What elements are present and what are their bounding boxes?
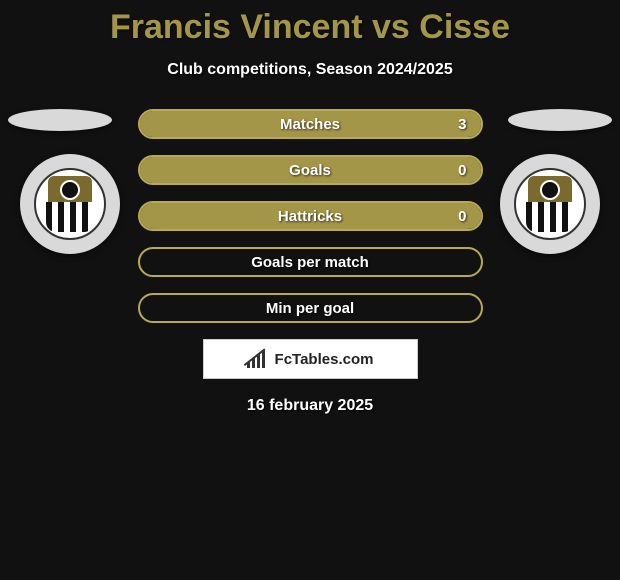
player-left-badge — [20, 154, 120, 254]
player-left-ellipse — [8, 109, 112, 131]
club-crest-icon — [34, 168, 106, 240]
stat-label: Min per goal — [266, 300, 354, 317]
stat-label: Hattricks — [278, 208, 342, 225]
stat-value: 3 — [458, 116, 466, 133]
stat-label: Goals — [289, 162, 331, 179]
player-right-badge — [500, 154, 600, 254]
stat-value: 0 — [458, 208, 466, 225]
chart-icon — [247, 350, 269, 368]
club-crest-icon — [514, 168, 586, 240]
page-subtitle: Club competitions, Season 2024/2025 — [0, 61, 620, 79]
comparison-area: Matches 3 Goals 0 Hattricks 0 Goals per … — [0, 109, 620, 415]
stat-value: 0 — [458, 162, 466, 179]
brand-watermark[interactable]: FcTables.com — [203, 339, 418, 379]
stat-row-goals: Goals 0 — [138, 155, 483, 185]
brand-text: FcTables.com — [275, 351, 374, 368]
player-right-ellipse — [508, 109, 612, 131]
stats-list: Matches 3 Goals 0 Hattricks 0 Goals per … — [138, 109, 483, 323]
page-title: Francis Vincent vs Cisse — [0, 0, 620, 47]
stat-row-goals-per-match: Goals per match — [138, 247, 483, 277]
date-label: 16 february 2025 — [0, 397, 620, 415]
stat-row-hattricks: Hattricks 0 — [138, 201, 483, 231]
stat-label: Goals per match — [251, 254, 369, 271]
stat-label: Matches — [280, 116, 340, 133]
stat-row-matches: Matches 3 — [138, 109, 483, 139]
stat-row-min-per-goal: Min per goal — [138, 293, 483, 323]
